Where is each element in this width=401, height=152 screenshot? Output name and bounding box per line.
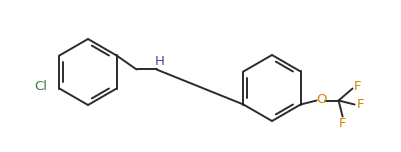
Text: F: F: [354, 80, 361, 93]
Text: O: O: [316, 93, 327, 106]
Text: H: H: [155, 55, 164, 68]
Text: F: F: [339, 117, 346, 130]
Text: Cl: Cl: [34, 80, 47, 93]
Text: F: F: [357, 98, 365, 111]
